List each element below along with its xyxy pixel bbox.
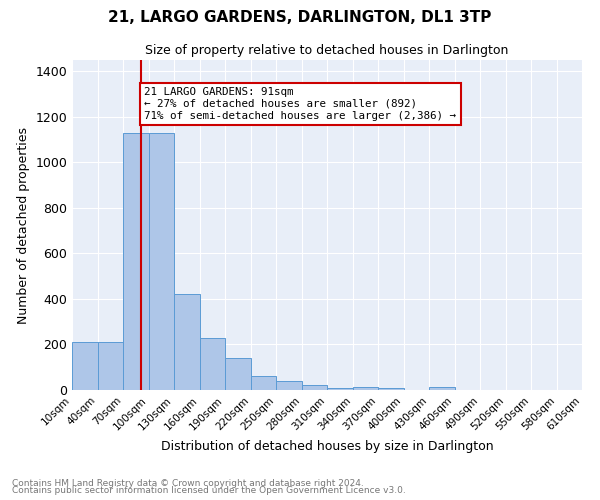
Bar (174, 294, 199, 390)
Text: 21, LARGO GARDENS, DARLINGTON, DL1 3TP: 21, LARGO GARDENS, DARLINGTON, DL1 3TP (109, 10, 491, 25)
Bar (327, 388, 353, 390)
Bar (251, 376, 276, 390)
Bar (97, 342, 123, 390)
X-axis label: Distribution of detached houses by size in Darlington: Distribution of detached houses by size … (161, 440, 493, 453)
Bar (225, 358, 251, 390)
Title: Size of property relative to detached houses in Darlington: Size of property relative to detached ho… (145, 44, 509, 58)
Bar (302, 386, 327, 390)
Bar (123, 133, 149, 390)
Bar (72, 342, 97, 390)
Bar (353, 386, 378, 390)
Bar (199, 338, 225, 390)
Bar (276, 381, 302, 390)
Y-axis label: Number of detached properties: Number of detached properties (17, 126, 30, 324)
Bar (149, 133, 174, 390)
Bar (378, 388, 404, 390)
Text: Contains public sector information licensed under the Open Government Licence v3: Contains public sector information licen… (12, 486, 406, 495)
Bar (429, 386, 455, 390)
Text: Contains HM Land Registry data © Crown copyright and database right 2024.: Contains HM Land Registry data © Crown c… (12, 478, 364, 488)
Text: 21 LARGO GARDENS: 91sqm
← 27% of detached houses are smaller (892)
71% of semi-d: 21 LARGO GARDENS: 91sqm ← 27% of detache… (144, 88, 456, 120)
